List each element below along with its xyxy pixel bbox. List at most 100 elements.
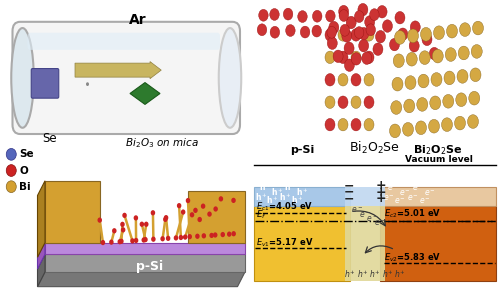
Text: h$^+$: h$^+$ <box>278 192 291 203</box>
Circle shape <box>178 235 183 240</box>
Polygon shape <box>38 181 45 257</box>
Text: −: − <box>344 186 354 199</box>
Circle shape <box>410 21 420 33</box>
Circle shape <box>327 26 336 38</box>
Circle shape <box>329 21 339 34</box>
Circle shape <box>390 124 400 138</box>
Circle shape <box>351 74 361 86</box>
Circle shape <box>338 118 348 131</box>
Circle shape <box>298 11 307 22</box>
Circle shape <box>391 101 402 114</box>
Circle shape <box>398 28 408 41</box>
Circle shape <box>227 231 232 237</box>
Circle shape <box>163 217 168 222</box>
Circle shape <box>430 47 440 60</box>
Circle shape <box>393 54 404 68</box>
Circle shape <box>143 237 148 242</box>
FancyBboxPatch shape <box>12 22 240 134</box>
Circle shape <box>258 9 268 21</box>
Text: e$^-$: e$^-$ <box>386 183 398 193</box>
Text: $E_{c1}$=4.05 eV: $E_{c1}$=4.05 eV <box>256 201 314 213</box>
Text: Bi$_2$O$_2$Se: Bi$_2$O$_2$Se <box>350 140 401 156</box>
Circle shape <box>471 45 482 58</box>
Circle shape <box>446 48 456 61</box>
Text: e$^-$: e$^-$ <box>394 197 406 206</box>
Circle shape <box>446 24 458 38</box>
Text: h$^+$: h$^+$ <box>255 192 268 203</box>
Circle shape <box>359 27 369 40</box>
Text: h$^+$: h$^+$ <box>271 186 284 198</box>
Text: e$^-$: e$^-$ <box>406 194 418 203</box>
Circle shape <box>454 116 466 130</box>
Circle shape <box>325 29 335 41</box>
Circle shape <box>390 39 400 51</box>
Text: +: + <box>376 186 386 199</box>
Circle shape <box>195 234 200 239</box>
Circle shape <box>140 222 144 227</box>
Circle shape <box>351 29 361 41</box>
Circle shape <box>160 236 165 241</box>
Circle shape <box>370 9 379 21</box>
Text: h$^+$: h$^+$ <box>369 269 381 280</box>
FancyArrow shape <box>75 61 161 79</box>
Text: h$^+$: h$^+$ <box>382 269 394 280</box>
Circle shape <box>174 235 178 240</box>
Circle shape <box>130 238 134 243</box>
Circle shape <box>166 236 170 241</box>
Circle shape <box>443 94 454 108</box>
Circle shape <box>470 68 481 82</box>
Polygon shape <box>45 181 100 243</box>
Circle shape <box>270 9 279 20</box>
Text: h$^+$: h$^+$ <box>296 186 309 198</box>
Circle shape <box>232 198 236 203</box>
Text: h$^+$: h$^+$ <box>291 195 304 206</box>
Circle shape <box>405 76 416 89</box>
Circle shape <box>430 96 441 110</box>
Circle shape <box>408 29 418 43</box>
FancyBboxPatch shape <box>28 33 220 50</box>
Circle shape <box>432 49 444 63</box>
Circle shape <box>257 24 266 36</box>
Circle shape <box>181 209 186 215</box>
Circle shape <box>338 96 348 108</box>
Polygon shape <box>188 191 245 243</box>
Circle shape <box>284 8 293 20</box>
Circle shape <box>210 233 214 238</box>
Circle shape <box>468 115 478 128</box>
Text: e$^-$: e$^-$ <box>383 194 394 203</box>
Circle shape <box>409 40 419 52</box>
Circle shape <box>119 239 124 244</box>
Circle shape <box>325 74 335 86</box>
Circle shape <box>270 26 280 38</box>
Circle shape <box>100 240 105 245</box>
Circle shape <box>364 96 374 108</box>
Circle shape <box>144 222 148 227</box>
Circle shape <box>346 16 356 29</box>
Circle shape <box>394 31 406 44</box>
Circle shape <box>6 165 16 176</box>
Circle shape <box>214 206 218 212</box>
Text: $e^-$: $e^-$ <box>366 214 378 224</box>
Circle shape <box>6 181 16 193</box>
Text: h$^+$: h$^+$ <box>394 269 406 280</box>
Circle shape <box>186 198 190 203</box>
Circle shape <box>232 231 236 236</box>
Circle shape <box>121 227 126 233</box>
Circle shape <box>422 33 432 46</box>
Circle shape <box>325 51 335 64</box>
Circle shape <box>395 11 405 24</box>
Circle shape <box>188 234 192 239</box>
Text: Bi$_2$O$_3$ on mica: Bi$_2$O$_3$ on mica <box>126 136 200 150</box>
Circle shape <box>112 228 116 233</box>
Circle shape <box>326 10 335 22</box>
Text: $e^-$: $e^-$ <box>359 210 371 220</box>
Circle shape <box>442 118 452 131</box>
Ellipse shape <box>11 28 34 128</box>
Circle shape <box>201 203 205 209</box>
Text: +: + <box>376 179 386 192</box>
Circle shape <box>344 42 354 54</box>
Circle shape <box>198 217 202 222</box>
Text: e$^-$: e$^-$ <box>399 188 411 198</box>
Polygon shape <box>38 254 45 287</box>
Circle shape <box>202 233 206 238</box>
